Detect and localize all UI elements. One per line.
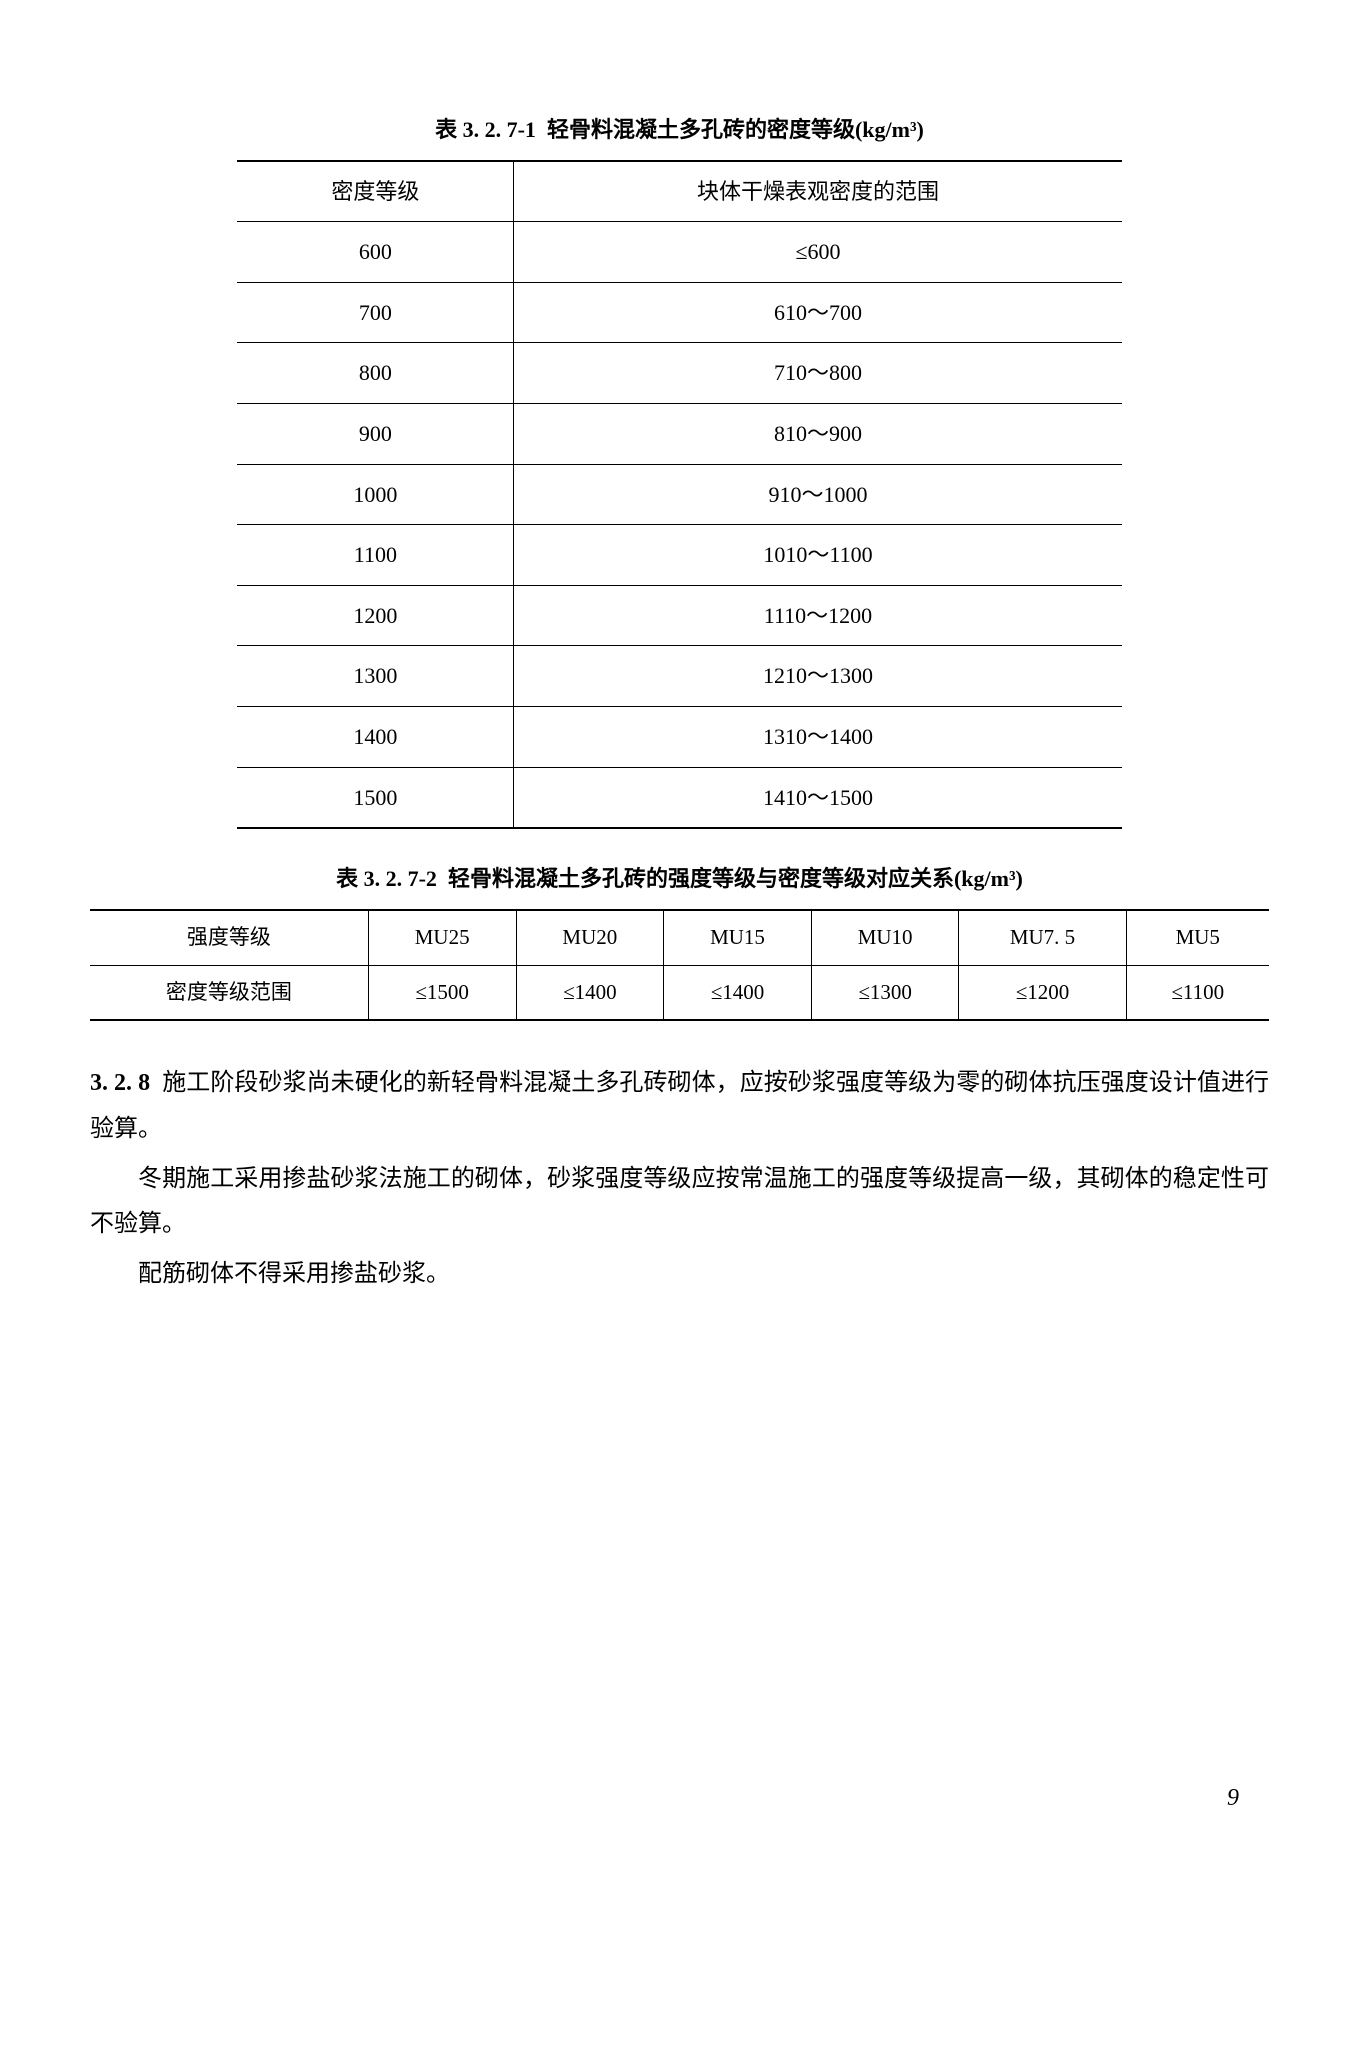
table2-rowhead-1: 密度等级范围	[90, 965, 368, 1020]
cell: ≤1400	[664, 965, 812, 1020]
table-row: 14001310～1400	[237, 706, 1121, 767]
cell: 1010～1100	[514, 525, 1122, 586]
cell: ≤1400	[516, 965, 664, 1020]
paragraph-3: 配筋砌体不得采用掺盐砂浆。	[90, 1252, 1269, 1298]
table-row: 12001110～1200	[237, 585, 1121, 646]
cell: 600	[237, 222, 513, 283]
cell: 1000	[237, 464, 513, 525]
cell: 610～700	[514, 282, 1122, 343]
cell: MU25	[368, 910, 516, 965]
cell: 710～800	[514, 343, 1122, 404]
table1-header-0: 密度等级	[237, 161, 513, 222]
table2-rowhead-0: 强度等级	[90, 910, 368, 965]
table1-header-1: 块体干燥表观密度的范围	[514, 161, 1122, 222]
table1-caption-title: 轻骨料混凝土多孔砖的密度等级(kg/m³)	[547, 117, 924, 142]
cell: 1300	[237, 646, 513, 707]
cell: ≤1500	[368, 965, 516, 1020]
paragraph-2: 冬期施工采用掺盐砂浆法施工的砌体，砂浆强度等级应按常温施工的强度等级提高一级，其…	[90, 1157, 1269, 1248]
cell: 900	[237, 403, 513, 464]
cell: ≤1200	[959, 965, 1126, 1020]
table-row: 600≤600	[237, 222, 1121, 283]
cell: MU15	[664, 910, 812, 965]
paragraph-1-text: 施工阶段砂浆尚未硬化的新轻骨料混凝土多孔砖砌体，应按砂浆强度等级为零的砌体抗压强…	[90, 1070, 1269, 1142]
cell: ≤1300	[811, 965, 959, 1020]
cell: 1200	[237, 585, 513, 646]
table-row: 11001010～1100	[237, 525, 1121, 586]
table-row: 900810～900	[237, 403, 1121, 464]
cell: 1210～1300	[514, 646, 1122, 707]
table-header-row: 强度等级 MU25 MU20 MU15 MU10 MU7. 5 MU5	[90, 910, 1269, 965]
cell: MU5	[1126, 910, 1269, 965]
table-row: 700610～700	[237, 282, 1121, 343]
cell: 700	[237, 282, 513, 343]
page-number: 9	[90, 1777, 1269, 1820]
table-header-row: 密度等级 块体干燥表观密度的范围	[237, 161, 1121, 222]
cell: 1310～1400	[514, 706, 1122, 767]
strength-density-table: 强度等级 MU25 MU20 MU15 MU10 MU7. 5 MU5 密度等级…	[90, 909, 1269, 1022]
table-row: 800710～800	[237, 343, 1121, 404]
table1-caption-prefix: 表 3. 2. 7-1	[435, 117, 536, 142]
cell: ≤1100	[1126, 965, 1269, 1020]
cell: 1110～1200	[514, 585, 1122, 646]
cell: 910～1000	[514, 464, 1122, 525]
density-grade-table: 密度等级 块体干燥表观密度的范围 600≤600 700610～700 8007…	[237, 160, 1121, 830]
table2-caption-title: 轻骨料混凝土多孔砖的强度等级与密度等级对应关系(kg/m³)	[448, 866, 1023, 891]
cell: 800	[237, 343, 513, 404]
table-row: 密度等级范围 ≤1500 ≤1400 ≤1400 ≤1300 ≤1200 ≤11…	[90, 965, 1269, 1020]
table2-caption: 表 3. 2. 7-2 轻骨料混凝土多孔砖的强度等级与密度等级对应关系(kg/m…	[90, 859, 1269, 899]
cell: MU10	[811, 910, 959, 965]
table2-caption-prefix: 表 3. 2. 7-2	[336, 866, 437, 891]
table1-caption: 表 3. 2. 7-1 轻骨料混凝土多孔砖的密度等级(kg/m³)	[90, 110, 1269, 150]
cell: ≤600	[514, 222, 1122, 283]
cell: 810～900	[514, 403, 1122, 464]
table-row: 15001410～1500	[237, 767, 1121, 828]
cell: MU7. 5	[959, 910, 1126, 965]
table-row: 13001210～1300	[237, 646, 1121, 707]
cell: 1100	[237, 525, 513, 586]
body-text-section: 3. 2. 8 施工阶段砂浆尚未硬化的新轻骨料混凝土多孔砖砌体，应按砂浆强度等级…	[90, 1061, 1269, 1297]
cell: 1400	[237, 706, 513, 767]
cell: 1500	[237, 767, 513, 828]
cell: MU20	[516, 910, 664, 965]
cell: 1410～1500	[514, 767, 1122, 828]
paragraph-1: 3. 2. 8 施工阶段砂浆尚未硬化的新轻骨料混凝土多孔砖砌体，应按砂浆强度等级…	[90, 1061, 1269, 1152]
section-number: 3. 2. 8	[90, 1070, 150, 1096]
table-row: 1000910～1000	[237, 464, 1121, 525]
